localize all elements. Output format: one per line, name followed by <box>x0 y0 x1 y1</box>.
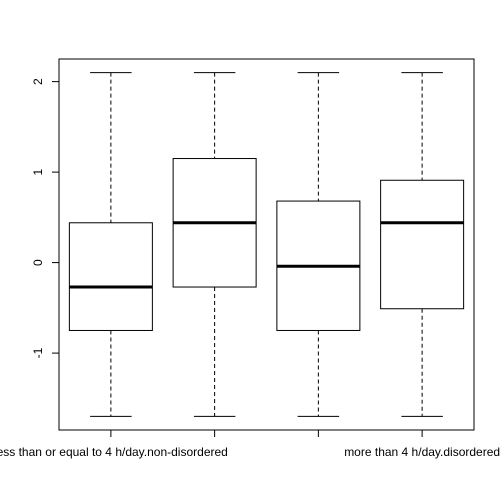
y-axis: -1 0 1 2 <box>31 78 60 358</box>
x-axis: less than or equal to 4 h/day.non-disord… <box>0 429 500 459</box>
plot-frame <box>58 58 475 431</box>
y-tick-label: 2 <box>31 78 45 85</box>
box-1 <box>68 72 153 417</box>
y-tick-label: 0 <box>31 259 45 266</box>
box-2 <box>172 72 257 417</box>
x-tick-label: more than 4 h/day.disordered <box>344 445 500 459</box>
box-3 <box>276 72 361 417</box>
x-tick-label: less than or equal to 4 h/day.non-disord… <box>0 445 228 459</box>
interquartile-box <box>380 179 465 310</box>
interquartile-box <box>68 222 153 331</box>
box-4 <box>380 72 465 417</box>
box-group <box>68 72 465 417</box>
y-tick-label: -1 <box>31 347 45 358</box>
y-tick-label: 1 <box>31 168 45 175</box>
